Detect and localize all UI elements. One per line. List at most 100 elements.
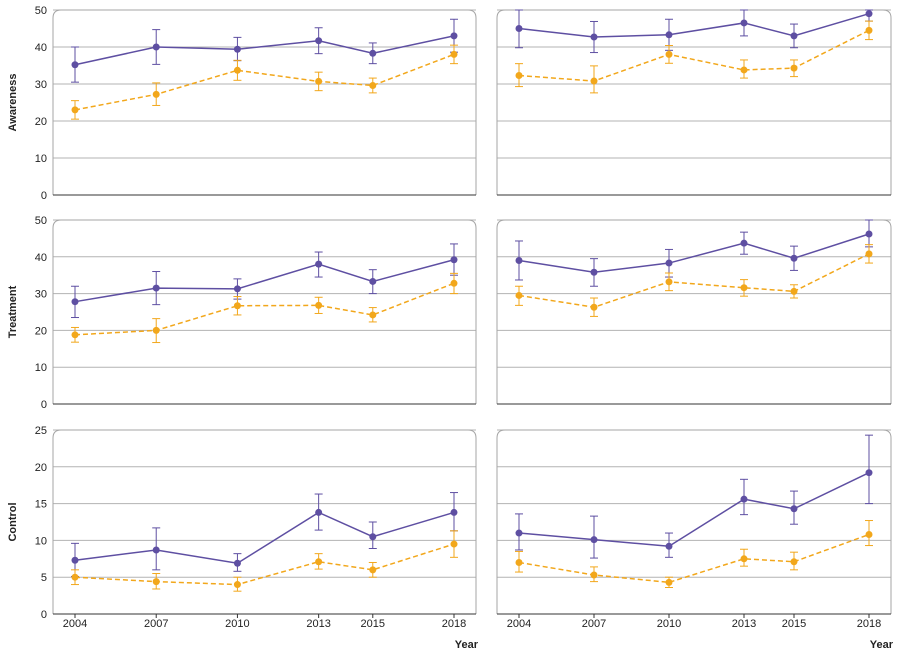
data-point bbox=[740, 495, 748, 503]
data-point bbox=[315, 301, 323, 309]
data-point bbox=[152, 578, 160, 586]
data-point bbox=[233, 581, 241, 589]
y-axis-title: Awareness bbox=[7, 74, 19, 132]
y-tick-label: 0 bbox=[41, 399, 47, 411]
data-point bbox=[450, 508, 458, 516]
data-point bbox=[152, 43, 160, 51]
series-solid bbox=[515, 219, 873, 287]
x-tick-label: 2013 bbox=[306, 618, 330, 630]
panel-awareness-1 bbox=[52, 9, 477, 196]
x-tick-label: 2018 bbox=[857, 618, 881, 630]
data-point bbox=[233, 302, 241, 310]
series-line bbox=[74, 543, 455, 586]
panel-frame bbox=[496, 9, 892, 195]
x-axis-title: Year bbox=[870, 639, 894, 651]
series-line bbox=[74, 35, 455, 66]
data-point bbox=[71, 331, 79, 339]
data-point bbox=[71, 298, 79, 306]
data-point bbox=[740, 66, 748, 74]
y-axis-title: Treatment bbox=[7, 285, 19, 338]
panel-frame bbox=[52, 9, 477, 195]
series-line bbox=[518, 253, 870, 308]
data-point bbox=[590, 33, 598, 41]
x-tick-label: 2010 bbox=[225, 618, 249, 630]
y-tick-label: 10 bbox=[35, 535, 47, 547]
data-point bbox=[233, 66, 241, 74]
series-dashed bbox=[515, 244, 873, 317]
data-point bbox=[450, 32, 458, 40]
x-tick-label: 2007 bbox=[582, 618, 606, 630]
y-tick-label: 0 bbox=[41, 190, 47, 202]
data-point bbox=[315, 260, 323, 268]
x-tick-label: 2018 bbox=[442, 618, 466, 630]
panel-frame bbox=[52, 429, 477, 614]
data-point bbox=[790, 287, 798, 295]
data-point bbox=[450, 256, 458, 264]
series-line bbox=[74, 53, 455, 111]
series-dashed bbox=[515, 20, 873, 94]
x-tick-label: 2004 bbox=[63, 618, 87, 630]
y-tick-label: 5 bbox=[41, 572, 47, 584]
series-line bbox=[74, 259, 455, 303]
data-point bbox=[590, 268, 598, 276]
data-point bbox=[790, 32, 798, 40]
x-tick-label: 2015 bbox=[361, 618, 385, 630]
data-point bbox=[740, 19, 748, 27]
data-point bbox=[740, 239, 748, 247]
data-point bbox=[152, 546, 160, 554]
data-point bbox=[790, 254, 798, 262]
data-point bbox=[71, 106, 79, 114]
y-tick-label: 30 bbox=[35, 79, 47, 91]
y-tick-label: 30 bbox=[35, 289, 47, 301]
data-point bbox=[315, 37, 323, 45]
data-point bbox=[740, 555, 748, 563]
data-point bbox=[152, 90, 160, 98]
data-point bbox=[865, 469, 873, 477]
data-point bbox=[865, 10, 873, 18]
data-point bbox=[315, 508, 323, 516]
data-point bbox=[515, 256, 523, 264]
series-solid bbox=[515, 9, 873, 54]
series-solid bbox=[71, 492, 458, 577]
panel-frame bbox=[496, 219, 892, 404]
y-tick-label: 15 bbox=[35, 499, 47, 511]
y-tick-label: 10 bbox=[35, 153, 47, 165]
data-point bbox=[233, 285, 241, 293]
data-point bbox=[71, 556, 79, 564]
x-axis-title: Year bbox=[455, 639, 479, 651]
data-point bbox=[233, 45, 241, 53]
data-point bbox=[590, 536, 598, 544]
y-tick-label: 20 bbox=[35, 462, 47, 474]
x-tick-label: 2013 bbox=[732, 618, 756, 630]
data-point bbox=[71, 573, 79, 581]
series-line bbox=[518, 533, 870, 584]
data-point bbox=[369, 533, 377, 541]
data-point bbox=[665, 578, 673, 586]
series-line bbox=[518, 233, 870, 274]
data-point bbox=[590, 303, 598, 311]
x-tick-label: 2015 bbox=[782, 618, 806, 630]
series-line bbox=[74, 511, 455, 565]
data-point bbox=[152, 284, 160, 292]
panel-frame bbox=[496, 429, 892, 614]
series-line bbox=[74, 282, 455, 336]
data-point bbox=[450, 279, 458, 287]
data-point bbox=[515, 529, 523, 537]
data-point bbox=[515, 71, 523, 79]
data-point bbox=[665, 259, 673, 267]
data-point bbox=[665, 278, 673, 286]
y-axis-title: Control bbox=[7, 502, 19, 541]
data-point bbox=[515, 25, 523, 32]
panel-frame bbox=[52, 219, 477, 404]
series-line bbox=[518, 12, 870, 38]
y-tick-label: 0 bbox=[41, 609, 47, 621]
data-point bbox=[315, 77, 323, 85]
data-point bbox=[450, 50, 458, 58]
data-point bbox=[369, 49, 377, 57]
series-dashed bbox=[71, 530, 458, 592]
data-point bbox=[865, 250, 873, 258]
panel-treatment-1 bbox=[52, 219, 477, 405]
series-dashed bbox=[71, 44, 458, 120]
series-solid bbox=[515, 434, 873, 559]
